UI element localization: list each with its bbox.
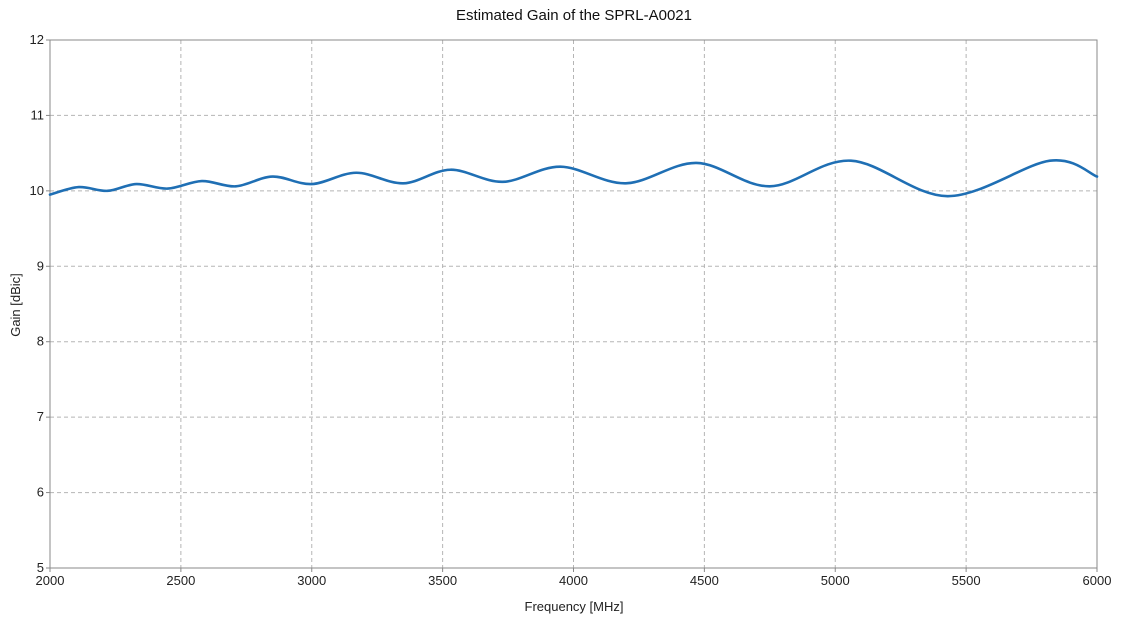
y-tick-label: 9 — [37, 258, 44, 273]
x-tick-label: 4500 — [690, 573, 719, 588]
y-axis-title: Gain [dBic] — [8, 273, 23, 337]
x-tick-label: 5000 — [821, 573, 850, 588]
y-tick-label: 8 — [37, 334, 44, 349]
x-tick-label: 5500 — [952, 573, 981, 588]
chart-title: Estimated Gain of the SPRL-A0021 — [456, 7, 692, 24]
grid — [50, 40, 1097, 568]
x-tick-label: 3500 — [428, 573, 457, 588]
x-axis-title: Frequency [MHz] — [525, 599, 624, 614]
x-tick-label: 2000 — [36, 573, 65, 588]
x-tick-label: 2500 — [166, 573, 195, 588]
series-group — [48, 159, 1099, 198]
x-tick-label: 4000 — [559, 573, 588, 588]
gain-series-line — [48, 159, 1099, 198]
y-tick-label: 12 — [30, 32, 44, 47]
y-tick-label: 5 — [37, 560, 44, 575]
y-tick-label: 11 — [31, 107, 45, 122]
y-tick-label: 7 — [37, 409, 44, 424]
y-axis-ticks: 5 6 7 8 9 10 11 12 — [30, 32, 50, 575]
y-tick-label: 10 — [30, 183, 44, 198]
x-tick-label: 3000 — [297, 573, 326, 588]
x-tick-label: 6000 — [1083, 573, 1112, 588]
y-tick-label: 6 — [37, 485, 44, 500]
x-axis-ticks: 2000 2500 3000 3500 4000 4500 5000 5500 6000 — [36, 568, 1112, 588]
